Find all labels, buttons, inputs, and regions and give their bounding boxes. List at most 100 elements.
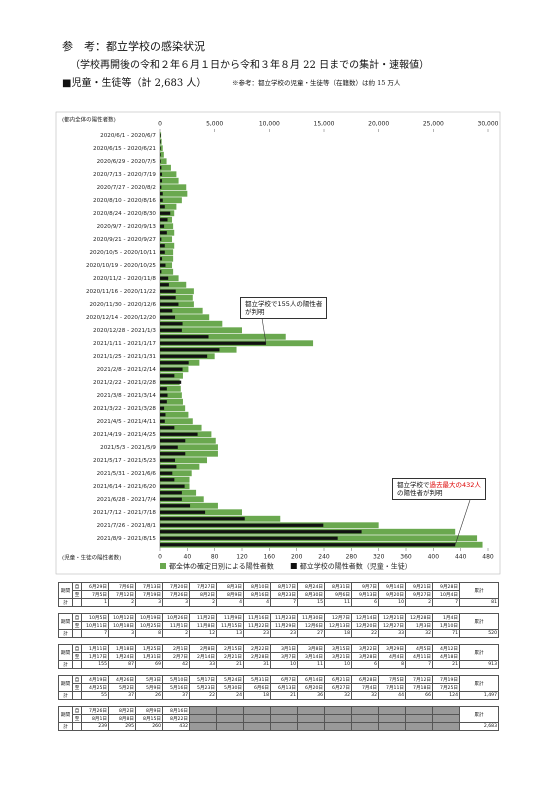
cell-empty (189, 722, 217, 731)
cell-empty (378, 706, 406, 715)
row: 至 7月5日 7月12日 7月19日 7月26日 8月2日 8月9日 8月16日 8月23日 8月… (59, 590, 499, 599)
bar-total (160, 327, 242, 334)
cell-count: 7 (81, 629, 109, 638)
cell-date: 7月4日 (351, 683, 379, 692)
cell-date: 4月19日 (81, 675, 109, 684)
cell-label: 自 (72, 613, 82, 622)
bar-school (160, 315, 176, 319)
y-tick-label: 2021/7/26 - 2021/8/1 (97, 523, 157, 529)
cell-date: 9月7日 (351, 582, 379, 591)
cell-date: 8月24日 (297, 582, 325, 591)
cell-count: 42 (162, 660, 190, 669)
bar-total (160, 463, 200, 470)
bar-school (160, 205, 165, 209)
cell-empty (189, 714, 217, 723)
cell-date: 7月27日 (189, 582, 217, 591)
bar-school (160, 406, 165, 410)
x2-axis-title: (都内全体の陽性者数) (62, 116, 116, 124)
row: 至 4月25日 5月2日 5月9日 5月16日 5月23日 5月30日 6月6日 6月13日 6月… (59, 683, 499, 692)
y-tick-label: 2021/2/22 - 2021/2/28 (93, 380, 156, 386)
cell-date: 2月8日 (189, 644, 217, 653)
bar-total (160, 411, 189, 418)
bar-total (160, 190, 188, 197)
cell-date: 6月27日 (324, 683, 352, 692)
cell-date: 8月8日 (108, 714, 136, 723)
cell-count: 21 (270, 691, 298, 700)
y-tick-label: 2020/11/16 - 2020/11/22 (86, 289, 156, 295)
cell-date: 11月2日 (189, 613, 217, 622)
y-tick-label: 2021/1/25 - 2021/1/31 (93, 354, 156, 360)
section: ■児童・生徒等（計 2,683 人） (62, 78, 207, 89)
cell-date: 6月29日 (81, 582, 109, 591)
cell-count: 22 (351, 629, 379, 638)
row: 計 239 295 260 432 2,683 (58, 722, 499, 731)
bar-total (160, 158, 167, 165)
legend-label: 都立学校の陽性者数（児童・生徒） (300, 562, 412, 571)
bar-total (160, 307, 203, 314)
cell-empty (432, 706, 460, 715)
cell-label: 計 (58, 691, 73, 700)
subtitle: （学校再開後の令和２年６月１日から令和３年８月 22 日までの集計・速報値） (70, 60, 430, 71)
bar-school (160, 458, 176, 462)
cell-date: 7月12日 (108, 590, 136, 599)
bar-school (160, 452, 186, 456)
y-tick-label: 2020/11/30 - 2020/12/6 (90, 302, 157, 308)
bar-school (160, 335, 209, 339)
cell-cumulative: 1,497 (459, 691, 499, 700)
period-table: 期間自 4月19日 4月26日 5月3日 5月10日 5月17日 5月24日 5月31日 6月7… (58, 675, 499, 700)
row: 期間自 6月29日 7月6日 7月13日 7月20日 7月27日 8月3日 8月10日 8月17… (58, 582, 499, 599)
y-tick-label: 2021/4/19 - 2021/4/25 (93, 432, 156, 438)
cell-date: 10月11日 (81, 621, 109, 630)
bar-school (160, 354, 208, 358)
cell-date: 10月26日 (162, 613, 190, 622)
cell-date: 2月7日 (162, 652, 190, 661)
bar-total (160, 424, 202, 431)
y-tick-label: 2020/6/15 - 2020/6/21 (93, 146, 156, 152)
cell-date: 10月19日 (135, 613, 163, 622)
cell-date: 7月19日 (432, 675, 460, 684)
cell-label: 至 (72, 590, 82, 599)
cell (72, 691, 82, 700)
bar-total (160, 145, 163, 152)
bar-total (160, 262, 173, 269)
bar-total (160, 294, 193, 301)
y-tick-label: 2021/3/22 - 2021/3/28 (93, 406, 156, 412)
cell-count: 37 (108, 691, 136, 700)
cell-label: 期間 (58, 582, 73, 599)
cell-empty (270, 714, 298, 723)
y-tick-label: 2020/9/21 - 2020/9/27 (93, 237, 156, 243)
annotation-highlight: 過去最大の432人 (429, 481, 481, 489)
row: 至 10月11日 10月18日 10月25日 11月1日 11月8日 11月15日 11月22… (59, 621, 499, 630)
bar-school (160, 224, 165, 228)
bar-total (160, 197, 182, 204)
bar-total (160, 164, 171, 171)
cell-count: 21 (216, 660, 244, 669)
bar-school (160, 133, 161, 137)
bar-total (160, 314, 210, 321)
cell-date: 7月11日 (378, 683, 406, 692)
bar-total (160, 418, 193, 425)
cell-date: 8月2日 (189, 590, 217, 599)
cell-date: 6月7日 (270, 675, 298, 684)
cell-count: 155 (81, 660, 109, 669)
cell-date: 2月1日 (162, 644, 190, 653)
cell-count: 55 (81, 691, 109, 700)
cell-count: 87 (108, 660, 136, 669)
y-tick-label: 2020/8/24 - 2020/8/30 (93, 211, 156, 217)
cell-date: 5月16日 (162, 683, 190, 692)
cell-date: 12月13日 (324, 621, 352, 630)
cell-count: 10 (270, 660, 298, 669)
y-tick-label: 2021/8/9 - 2021/8/15 (97, 536, 157, 542)
cell-label: 至 (72, 714, 82, 723)
bar-school (160, 166, 162, 170)
bar-total (160, 255, 174, 262)
cell-empty (405, 722, 433, 731)
cell-date: 10月12日 (108, 613, 136, 622)
y-tick-label: 2021/6/14 - 2021/6/20 (93, 484, 156, 490)
cell-date: 2月28日 (243, 652, 271, 661)
cell-date: 5月10日 (162, 675, 190, 684)
cell-count: 124 (432, 691, 460, 700)
cell-label: 至 (72, 621, 82, 630)
bar-school (160, 250, 165, 254)
